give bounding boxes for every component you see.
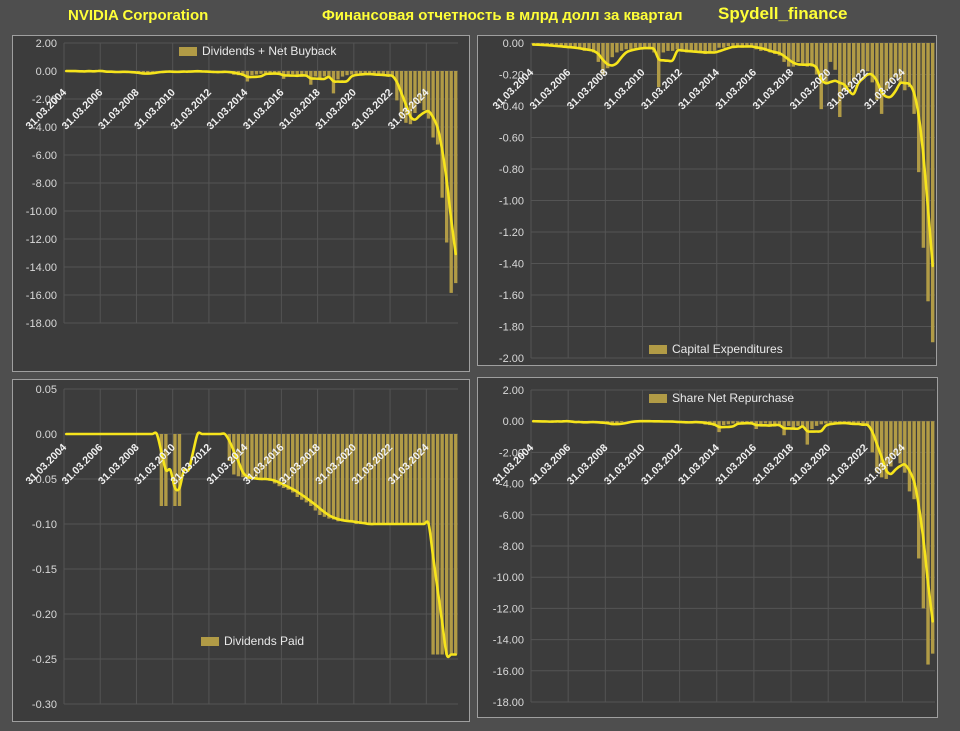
svg-text:-14.00: -14.00 [493, 635, 524, 647]
v-gridlines [530, 390, 903, 702]
v-gridlines [63, 389, 427, 704]
svg-text:-18.00: -18.00 [26, 318, 57, 330]
legend-swatch-icon [649, 393, 667, 403]
company-title: NVIDIA Corporation [68, 7, 209, 24]
trend-line [532, 419, 934, 623]
bars [159, 434, 458, 655]
svg-text:-0.25: -0.25 [32, 654, 57, 666]
trend-line [532, 43, 934, 268]
y-tick-labels: 2.00 0.00 -2.00 -4.00 -6.00 -8.00 -10.00 -12.00… [26, 38, 57, 330]
chart-svg-capital-expenditures: 0.00 -0.20 -0.40 -0.60 -0.80 -1.00 -1.20 -1.40 -… [490, 38, 935, 365]
svg-text:-0.20: -0.20 [32, 609, 57, 621]
legend-swatch-icon [649, 344, 667, 354]
legend-label: Capital Expenditures [672, 342, 783, 356]
watermark-label: Spydell_finance [718, 4, 848, 23]
x-tick-labels: 31.03.200431.03.200631.03.200831.03.2010… [23, 87, 431, 133]
legend-swatch-icon [179, 46, 197, 56]
svg-text:-0.05: -0.05 [32, 474, 57, 486]
legend-dividends-paid: Dividends Paid [201, 634, 304, 648]
svg-text:-0.80: -0.80 [499, 164, 524, 176]
legend-label: Share Net Repurchase [672, 391, 795, 405]
svg-text:-1.40: -1.40 [499, 259, 524, 271]
svg-text:-0.20: -0.20 [499, 70, 524, 82]
svg-text:0.00: 0.00 [36, 66, 57, 78]
svg-text:-2.00: -2.00 [32, 94, 57, 106]
svg-text:-6.00: -6.00 [32, 150, 57, 162]
svg-text:-12.00: -12.00 [26, 234, 57, 246]
trend-line [65, 69, 457, 256]
svg-text:-8.00: -8.00 [32, 178, 57, 190]
svg-text:-2.00: -2.00 [499, 447, 524, 459]
chart-panel-capital-expenditures: Capital Expenditures 0.00 -0.20 -0.40 -0.60… [477, 35, 937, 366]
svg-text:2.00: 2.00 [503, 385, 524, 397]
svg-text:-4.00: -4.00 [32, 122, 57, 134]
legend-dividends-net-buyback: Dividends + Net Buyback [179, 44, 336, 58]
trend-line [65, 431, 457, 659]
legend-swatch-icon [201, 636, 219, 646]
page-title: Финансовая отчетность в млрд долл за ква… [322, 7, 683, 24]
legend-capital-expenditures: Capital Expenditures [649, 342, 783, 356]
svg-text:0.00: 0.00 [503, 38, 524, 50]
chart-svg-dividends-net-buyback: 2.00 0.00 -2.00 -4.00 -6.00 -8.00 -10.00 -12.00… [23, 38, 458, 330]
legend-share-net-repurchase: Share Net Repurchase [649, 391, 794, 405]
chart-panel-dividends-paid: Dividends Paid 0.05 0.00 -0.05 -0.10 -0.15 -0… [12, 379, 470, 722]
svg-text:0.00: 0.00 [503, 416, 524, 428]
svg-text:-0.60: -0.60 [499, 133, 524, 145]
chart-panel-share-net-repurchase: Share Net Repurchase 2.00 0.00 -2.00 -4.00 -… [477, 377, 938, 718]
svg-text:-12.00: -12.00 [493, 603, 524, 615]
svg-text:2.00: 2.00 [36, 38, 57, 50]
svg-text:-0.15: -0.15 [32, 564, 57, 576]
svg-text:-8.00: -8.00 [499, 541, 524, 553]
svg-text:-0.40: -0.40 [499, 101, 524, 113]
svg-text:-18.00: -18.00 [493, 697, 524, 709]
y-tick-labels: 0.00 -0.20 -0.40 -0.60 -0.80 -1.00 -1.20 -1.40 -… [499, 38, 524, 365]
y-tick-labels: 2.00 0.00 -2.00 -4.00 -6.00 -8.00 -10.00 -12.00… [493, 385, 524, 709]
svg-text:-10.00: -10.00 [493, 572, 524, 584]
chart-svg-share-net-repurchase: 2.00 0.00 -2.00 -4.00 -6.00 -8.00 -10.00 -12.00… [490, 385, 935, 709]
svg-text:-14.00: -14.00 [26, 262, 57, 274]
legend-label: Dividends Paid [224, 634, 305, 648]
svg-text:0.00: 0.00 [36, 429, 57, 441]
chart-svg-dividends-paid: 0.050.00-0.05-0.10-0.15-0.20-0.25-0.3031… [23, 384, 458, 711]
svg-text:-6.00: -6.00 [499, 510, 524, 522]
y-tick-labels: 0.05 0.00 -0.05 -0.10 -0.15 -0.20 -0.25 -0.30 [32, 384, 57, 711]
svg-text:0.05: 0.05 [36, 384, 57, 396]
svg-text:-10.00: -10.00 [26, 206, 57, 218]
svg-text:-1.80: -1.80 [499, 322, 524, 334]
svg-text:-1.20: -1.20 [499, 227, 524, 239]
svg-text:-0.30: -0.30 [32, 699, 57, 711]
svg-text:-1.60: -1.60 [499, 290, 524, 302]
x-tick-labels: 31.03.200431.03.200631.03.200831.03.2010… [490, 442, 907, 488]
svg-text:-0.10: -0.10 [32, 519, 57, 531]
v-gridlines [63, 43, 427, 323]
svg-text:-1.00: -1.00 [499, 196, 524, 208]
svg-text:-16.00: -16.00 [26, 290, 57, 302]
svg-text:-2.00: -2.00 [499, 353, 524, 365]
svg-text:-4.00: -4.00 [499, 479, 524, 491]
svg-text:-16.00: -16.00 [493, 666, 524, 678]
v-gridlines [530, 43, 903, 358]
chart-panel-dividends-net-buyback: Dividends + Net Buyback 2.00 0.00 -2.00 -4.… [12, 35, 470, 372]
legend-label: Dividends + Net Buyback [202, 44, 337, 58]
